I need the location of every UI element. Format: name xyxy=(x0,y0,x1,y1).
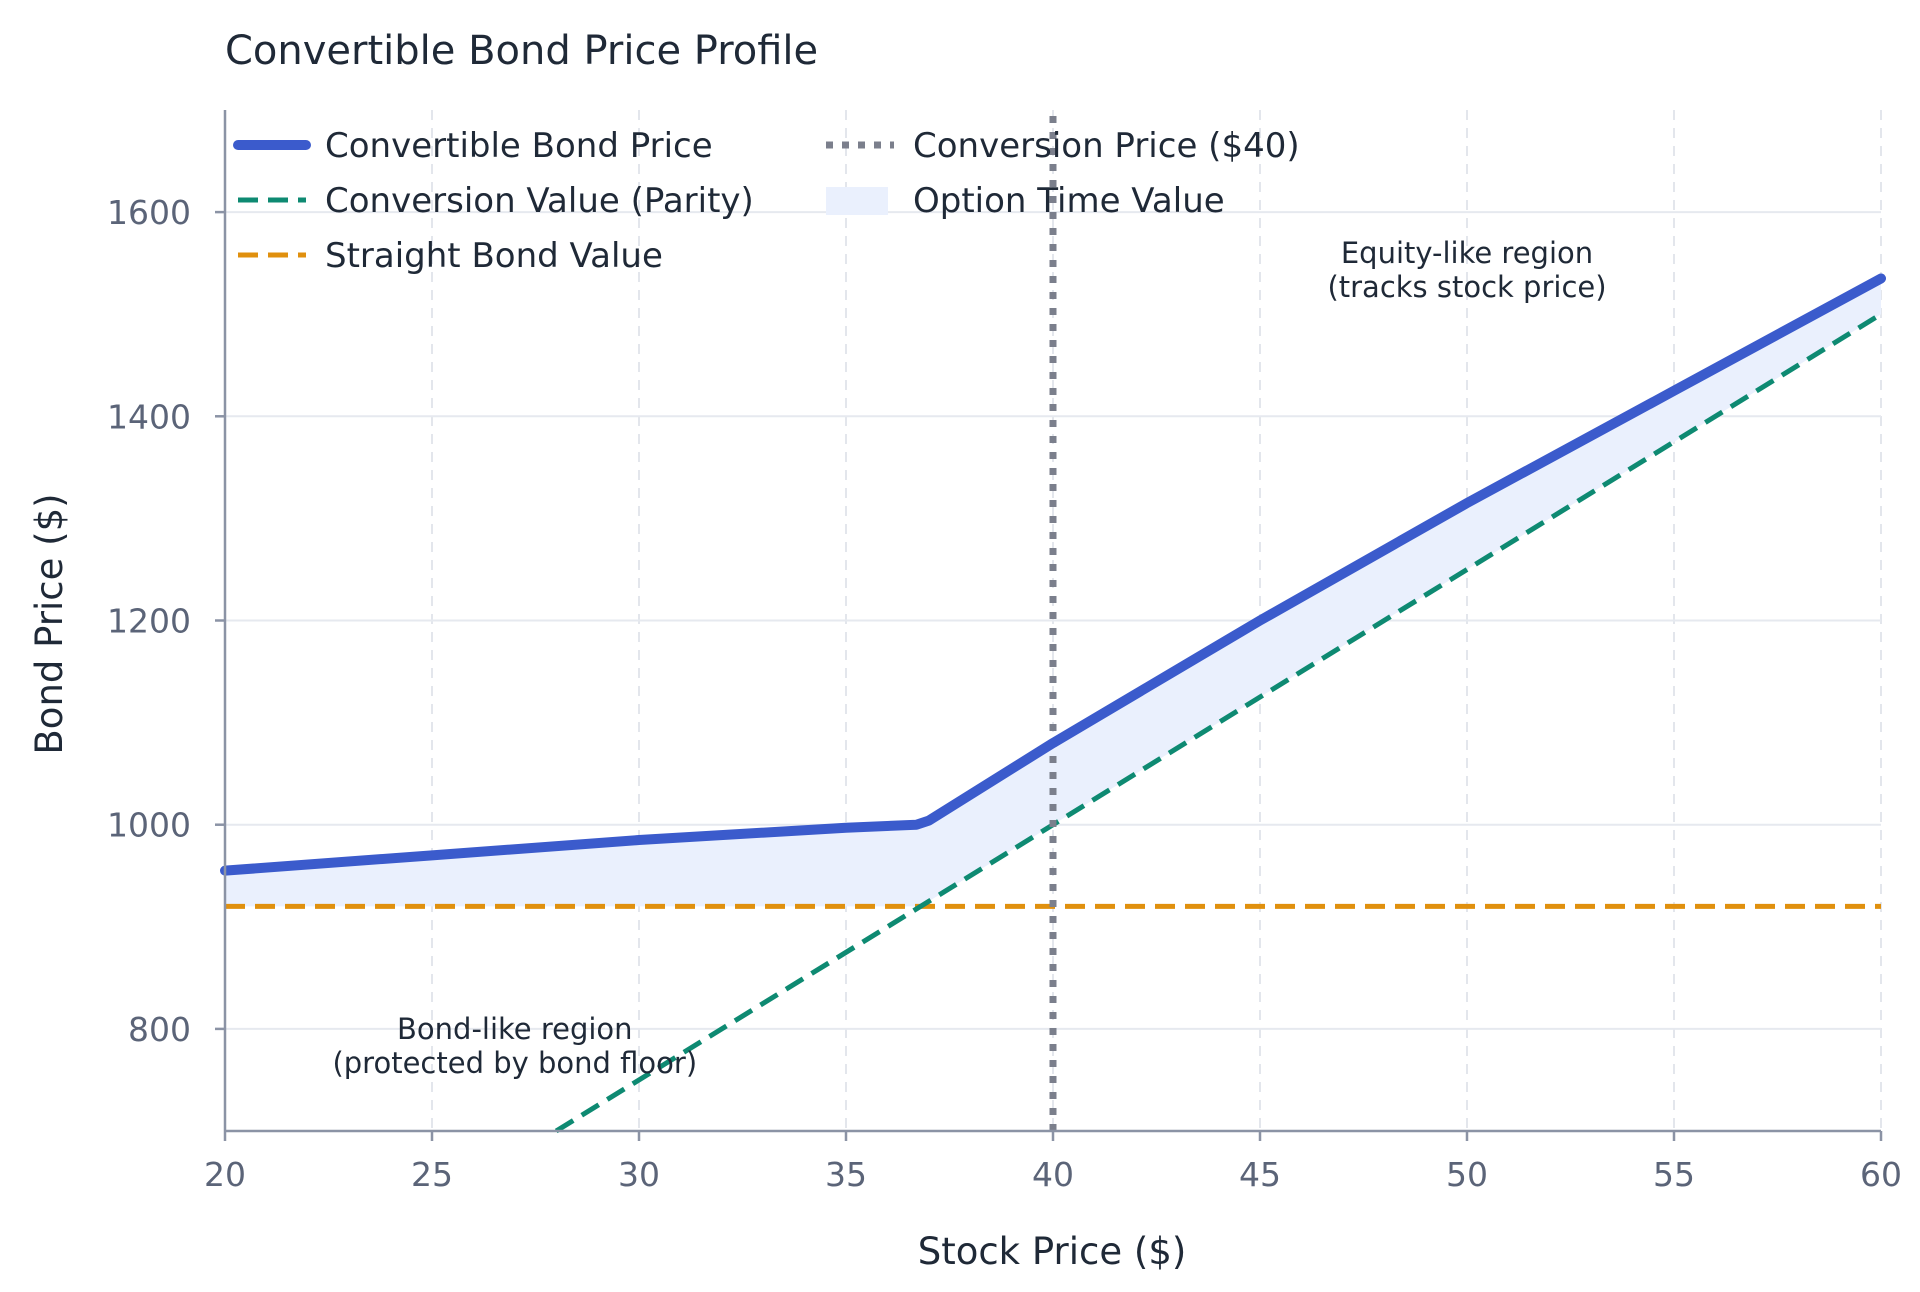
y-tick-label: 1000 xyxy=(107,806,191,845)
legend-conversion-value-label: Conversion Value (Parity) xyxy=(325,181,754,221)
annotation-0-line-0: Equity-like region xyxy=(1341,236,1593,270)
y-tick-label: 1400 xyxy=(107,397,191,436)
x-tick-label: 30 xyxy=(618,1155,660,1194)
legend-conversion-value: Conversion Value (Parity) xyxy=(238,181,754,221)
x-tick-label: 60 xyxy=(1860,1155,1902,1194)
y-tick-label: 1600 xyxy=(107,193,191,232)
annotation-1-line-1: (protected by bond floor) xyxy=(332,1046,697,1080)
x-tick-label: 40 xyxy=(1032,1155,1074,1194)
legend-option-time-value-swatch xyxy=(826,187,888,215)
annotation-1-line-0: Bond-like region xyxy=(397,1012,633,1046)
x-tick-label: 50 xyxy=(1446,1155,1488,1194)
option-time-value-fill-layer xyxy=(225,278,1881,907)
ticks: 20 25 30 35 40 45 50 55 60 800 1000 1200 1400 1600 xyxy=(107,193,1902,1194)
x-tick-label: 25 xyxy=(411,1155,453,1194)
series-layer xyxy=(220,110,1886,1134)
option-time-value-fill xyxy=(225,278,1881,907)
annotations: Equity-like region(tracks stock price) Bo… xyxy=(332,236,1606,1080)
convertible-bond-price-line xyxy=(220,273,1886,876)
conversion-value-parity-line xyxy=(554,312,1883,1134)
legend-convertible-bond-price: Convertible Bond Price xyxy=(233,126,713,166)
y-axis-label: Bond Price ($) xyxy=(28,493,71,754)
x-tick-label: 20 xyxy=(204,1155,246,1194)
x-tick-label: 55 xyxy=(1653,1155,1695,1194)
legend-option-time-value: Option Time Value xyxy=(826,181,1225,221)
legend-straight-bond-value-label: Straight Bond Value xyxy=(325,236,663,276)
legend-straight-bond-value: Straight Bond Value xyxy=(238,236,663,276)
legend-option-time-value-label: Option Time Value xyxy=(913,181,1225,221)
legend-convertible-bond-price-label: Convertible Bond Price xyxy=(325,126,713,166)
annotation-0-line-1: (tracks stock price) xyxy=(1327,270,1606,304)
x-tick-label: 35 xyxy=(825,1155,867,1194)
y-tick-label: 1200 xyxy=(107,602,191,641)
legend: Convertible Bond Price Conversion Value (… xyxy=(233,126,1300,276)
chart-title: Convertible Bond Price Profile xyxy=(225,28,818,74)
y-tick-label: 800 xyxy=(128,1010,191,1049)
legend-conversion-price: Conversion Price ($40) xyxy=(826,126,1300,166)
x-axis-label: Stock Price ($) xyxy=(918,1230,1187,1273)
x-tick-label: 45 xyxy=(1239,1155,1281,1194)
legend-conversion-price-label: Conversion Price ($40) xyxy=(913,126,1300,166)
